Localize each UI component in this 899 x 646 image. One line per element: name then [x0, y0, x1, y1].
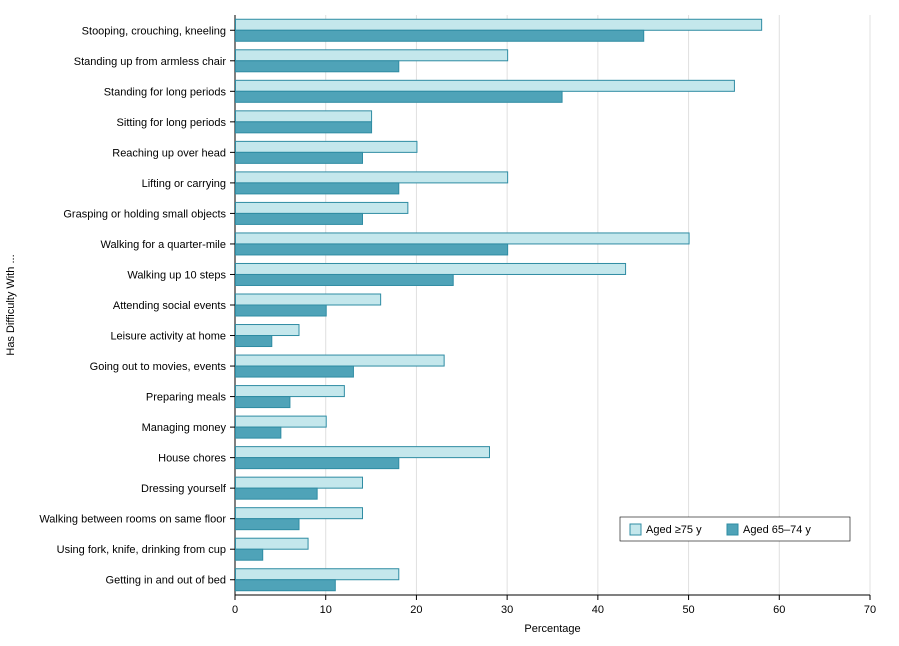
x-tick-label: 40	[592, 604, 604, 616]
y-axis-title: Has Difficulty With ...	[5, 254, 17, 355]
x-tick-label: 70	[864, 604, 876, 616]
bar-series-2	[236, 397, 290, 408]
bar-series-1	[236, 569, 399, 580]
x-tick-label: 60	[773, 604, 785, 616]
x-axis-title: Percentage	[524, 623, 580, 635]
bar-series-1	[236, 50, 508, 61]
bar-series-2	[236, 366, 354, 377]
legend-swatch	[727, 524, 738, 535]
category-label: Dressing yourself	[141, 483, 227, 495]
bar-series-2	[236, 549, 263, 560]
x-tick-label: 50	[682, 604, 694, 616]
chart-svg: 0 10 20 30 40 50 60 70 Stooping, crouching, knee…	[0, 0, 899, 641]
category-label: Standing for long periods	[104, 86, 227, 98]
bar-series-2	[236, 580, 336, 591]
category-label: Stooping, crouching, kneeling	[82, 25, 226, 37]
category-label: Lifting or carrying	[142, 178, 226, 190]
bar-series-2	[236, 152, 363, 163]
bar-series-1	[236, 172, 508, 183]
bar-series-2	[236, 244, 508, 255]
bar-series-2	[236, 183, 399, 194]
bar-series-1	[236, 508, 363, 519]
bar-series-2	[236, 336, 272, 347]
legend-swatch	[630, 524, 641, 535]
category-label: Going out to movies, events	[90, 361, 227, 373]
bar-series-2	[236, 213, 363, 224]
x-tick-label: 10	[320, 604, 332, 616]
bar-series-2	[236, 305, 327, 316]
bar-series-1	[236, 325, 300, 336]
bar-series-2	[236, 274, 454, 285]
legend-label: Aged 65–74 y	[743, 524, 811, 536]
bar-series-2	[236, 519, 300, 530]
bar-series-1	[236, 538, 309, 549]
bar-series-2	[236, 458, 399, 469]
bar-series-1	[236, 386, 345, 397]
category-label: House chores	[158, 453, 226, 465]
bar-series-1	[236, 111, 372, 122]
bar-series-1	[236, 19, 762, 30]
bar-series-1	[236, 355, 445, 366]
bar-series-1	[236, 416, 327, 427]
category-label: Standing up from armless chair	[74, 56, 227, 68]
x-tick-label: 20	[410, 604, 422, 616]
x-tick-label: 0	[232, 604, 238, 616]
bar-series-1	[236, 447, 490, 458]
bar-series-2	[236, 488, 318, 499]
bar-series-1	[236, 477, 363, 488]
chart-container: 0 10 20 30 40 50 60 70 Stooping, crouching, knee…	[0, 0, 899, 641]
category-label: Grasping or holding small objects	[63, 208, 226, 220]
bar-series-1	[236, 141, 417, 152]
category-label: Reaching up over head	[112, 147, 226, 159]
bar-series-1	[236, 233, 690, 244]
category-label: Walking between rooms on same floor	[39, 514, 226, 526]
category-label: Managing money	[142, 422, 227, 434]
category-label: Getting in and out of bed	[106, 575, 226, 587]
category-label: Using fork, knife, drinking from cup	[57, 544, 226, 556]
category-label: Attending social events	[113, 300, 227, 312]
x-tick-label: 30	[501, 604, 513, 616]
category-label: Walking for a quarter-mile	[100, 239, 226, 251]
bar-series-1	[236, 202, 408, 213]
category-label: Leisure activity at home	[110, 331, 226, 343]
bar-series-2	[236, 427, 281, 438]
legend-label: Aged ≥75 y	[646, 524, 702, 536]
bar-series-1	[236, 294, 381, 305]
bar-series-2	[236, 91, 563, 102]
bar-series-2	[236, 122, 372, 133]
bar-series-2	[236, 30, 644, 41]
category-label: Preparing meals	[146, 392, 227, 404]
bar-series-1	[236, 263, 626, 274]
category-label: Sitting for long periods	[117, 117, 227, 129]
bar-series-2	[236, 61, 399, 72]
bar-series-1	[236, 80, 735, 91]
category-label: Walking up 10 steps	[127, 269, 226, 281]
